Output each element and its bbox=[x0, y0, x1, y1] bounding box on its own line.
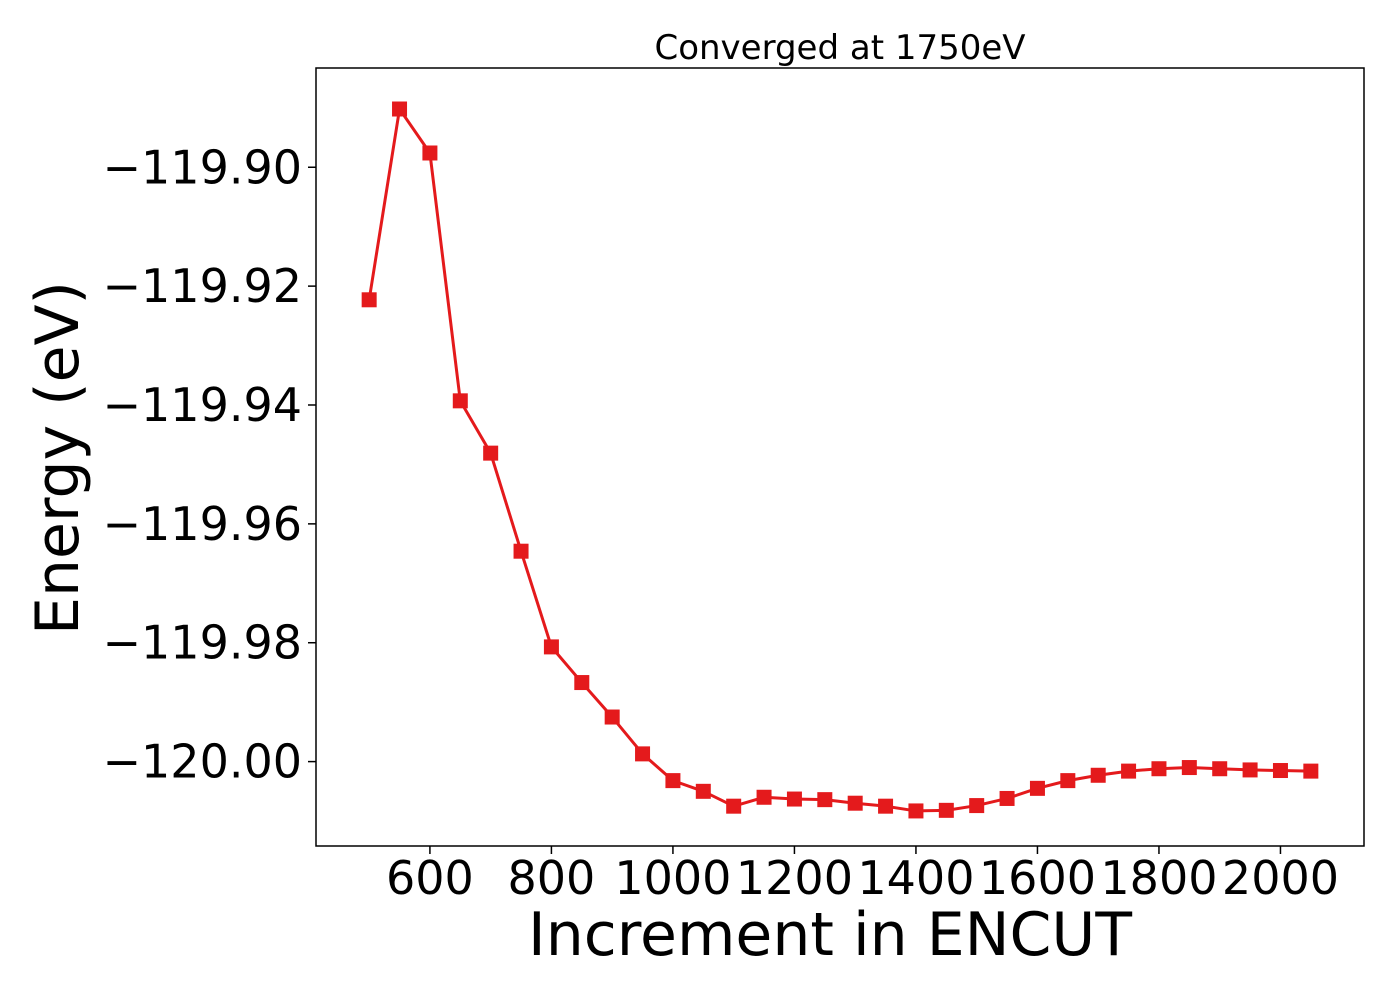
data-point-marker bbox=[938, 802, 954, 818]
data-point-marker bbox=[878, 798, 894, 814]
data-point-marker bbox=[847, 795, 863, 811]
x-tick-label: 1200 bbox=[736, 851, 853, 905]
plot-area bbox=[361, 101, 1319, 819]
data-point-marker bbox=[483, 445, 499, 461]
x-axis: 600 800 1000 1200 1400 1600 1800 2000 bbox=[386, 846, 1339, 905]
data-point-marker bbox=[1212, 761, 1228, 777]
y-tick-label: −119.92 bbox=[103, 259, 303, 313]
data-point-marker bbox=[1181, 760, 1197, 776]
data-point-marker bbox=[908, 803, 924, 819]
data-point-marker bbox=[1121, 763, 1137, 779]
x-tick-label: 1400 bbox=[857, 851, 974, 905]
data-point-marker bbox=[1090, 767, 1106, 783]
data-point-marker bbox=[452, 393, 468, 409]
data-point-marker bbox=[1060, 773, 1076, 789]
data-point-marker bbox=[969, 798, 985, 814]
x-axis-label: Increment in ENCUT bbox=[528, 900, 1132, 970]
y-tick-label: −119.98 bbox=[103, 616, 303, 670]
chart-title: Converged at 1750eV bbox=[654, 28, 1025, 68]
data-point-marker bbox=[635, 746, 651, 762]
x-tick-label: 1800 bbox=[1100, 851, 1217, 905]
data-point-marker bbox=[513, 543, 529, 559]
y-tick-label: −119.96 bbox=[103, 497, 303, 551]
data-point-marker bbox=[1242, 762, 1258, 778]
data-point-marker bbox=[543, 639, 559, 655]
data-point-marker bbox=[756, 789, 772, 805]
x-tick-label: 600 bbox=[386, 851, 474, 905]
data-point-marker bbox=[786, 791, 802, 807]
x-tick-label: 1600 bbox=[979, 851, 1096, 905]
data-point-marker bbox=[392, 101, 408, 117]
x-tick-label: 800 bbox=[508, 851, 596, 905]
data-point-marker bbox=[817, 792, 833, 808]
x-tick-label: 2000 bbox=[1222, 851, 1339, 905]
data-point-marker bbox=[1272, 763, 1288, 779]
data-point-marker bbox=[1151, 761, 1167, 777]
data-point-marker bbox=[1029, 780, 1045, 796]
data-point-marker bbox=[1303, 763, 1319, 779]
y-axis-label: Energy (eV) bbox=[23, 281, 93, 635]
data-point-marker bbox=[422, 145, 438, 161]
data-point-marker bbox=[665, 773, 681, 789]
data-point-marker bbox=[999, 790, 1015, 806]
y-tick-label: −119.90 bbox=[103, 140, 303, 194]
series-line bbox=[367, 107, 1311, 813]
data-point-marker bbox=[604, 709, 620, 725]
data-point-marker bbox=[574, 675, 590, 691]
data-point-marker bbox=[726, 798, 742, 814]
y-tick-label: −119.94 bbox=[103, 378, 303, 432]
y-tick-label: −120.00 bbox=[103, 735, 303, 789]
plot-frame bbox=[315, 67, 1365, 847]
y-axis: −119.90 −119.92 −119.94 −119.96 −119.98 −120.… bbox=[103, 140, 316, 789]
x-tick-label: 1000 bbox=[614, 851, 731, 905]
data-point-marker bbox=[695, 783, 711, 799]
data-point-marker bbox=[361, 292, 377, 308]
